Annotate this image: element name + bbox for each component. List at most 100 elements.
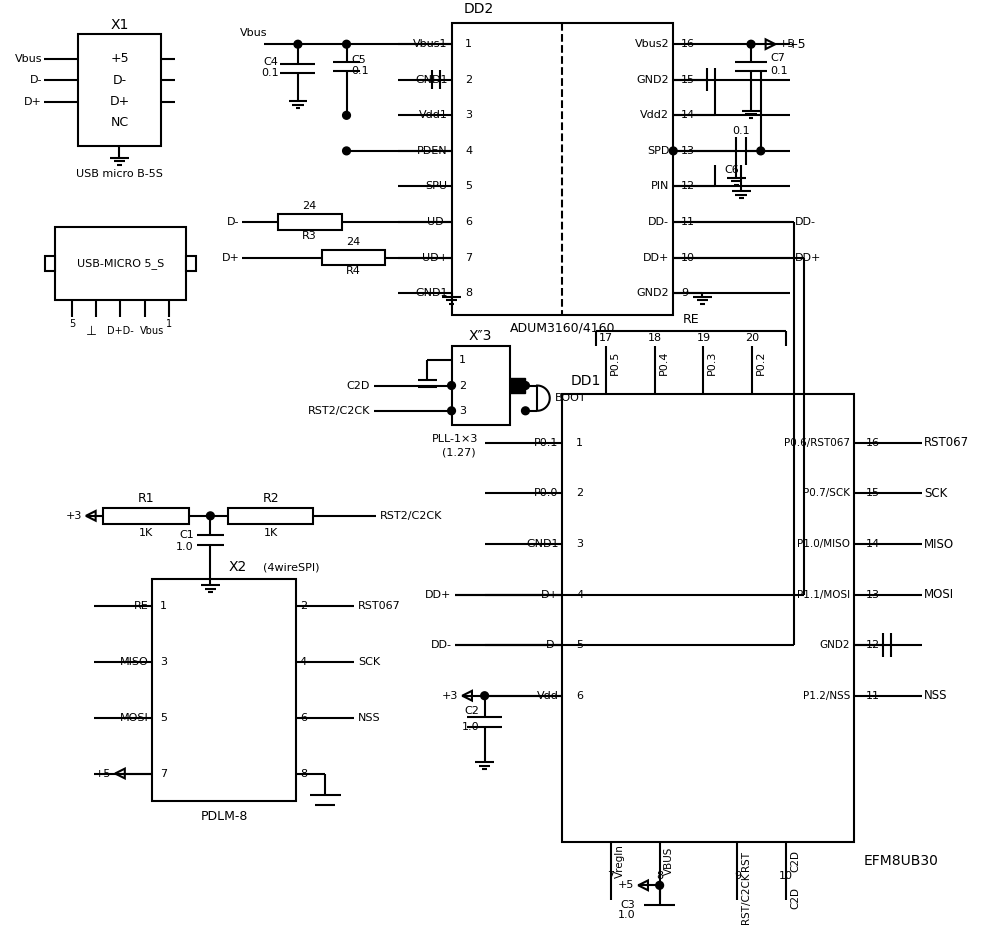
Circle shape (448, 407, 455, 414)
Text: 7: 7 (160, 768, 167, 779)
Bar (510, 377, 525, 393)
Text: PIN: PIN (651, 182, 669, 192)
Text: C2D: C2D (346, 380, 370, 390)
Text: 6: 6 (465, 217, 472, 227)
Text: +5: +5 (110, 52, 129, 65)
Text: 4: 4 (576, 590, 583, 600)
Text: C2D: C2D (790, 887, 800, 909)
Polygon shape (638, 881, 648, 890)
Text: P0.7/SCK: P0.7/SCK (803, 489, 850, 499)
Text: Vdd2: Vdd2 (640, 110, 669, 121)
Text: D-: D- (227, 217, 240, 227)
Text: C6: C6 (724, 165, 739, 175)
Text: D+D-: D+D- (107, 326, 134, 337)
Circle shape (343, 147, 350, 155)
Text: 1: 1 (160, 602, 167, 611)
Text: GND2: GND2 (820, 641, 850, 650)
Bar (228, 508, 313, 524)
Text: RST: RST (741, 851, 751, 871)
Text: 1: 1 (576, 438, 583, 448)
Text: 5: 5 (576, 641, 583, 650)
Text: BOOT: BOOT (555, 393, 586, 403)
Text: 9: 9 (681, 288, 688, 298)
Text: 18: 18 (648, 333, 662, 343)
Text: GND2: GND2 (637, 288, 669, 298)
Text: MISO: MISO (119, 657, 148, 667)
Circle shape (343, 40, 350, 48)
Polygon shape (766, 39, 775, 49)
Text: GND2: GND2 (637, 75, 669, 84)
Text: VBUS: VBUS (664, 847, 674, 875)
Text: 7: 7 (465, 252, 472, 262)
Bar (278, 214, 342, 230)
Text: 1K: 1K (139, 528, 153, 539)
Bar (152, 579, 296, 801)
Text: ⊥: ⊥ (86, 324, 97, 337)
Circle shape (343, 111, 350, 120)
Text: 24: 24 (302, 201, 317, 211)
Text: 15: 15 (681, 75, 695, 84)
Bar (45, 256, 55, 272)
Text: RE: RE (683, 313, 700, 326)
Text: (1.27): (1.27) (442, 448, 475, 458)
Text: Vbus: Vbus (140, 326, 164, 337)
Text: DD2: DD2 (463, 2, 493, 16)
Text: RE: RE (133, 602, 148, 611)
Text: MISO: MISO (924, 538, 954, 551)
Text: X2: X2 (229, 560, 247, 575)
Text: Vbus2: Vbus2 (635, 39, 669, 49)
Text: P1.2/NSS: P1.2/NSS (803, 691, 850, 701)
Text: 2: 2 (576, 489, 583, 499)
Text: 4: 4 (465, 146, 472, 156)
Text: 13: 13 (866, 590, 880, 600)
Text: P0.6/RST067: P0.6/RST067 (784, 438, 850, 448)
Circle shape (294, 40, 302, 48)
Text: D-: D- (30, 75, 42, 85)
Text: +5: +5 (779, 39, 796, 49)
Text: D+: D+ (222, 252, 240, 262)
Text: 10: 10 (681, 252, 695, 262)
Text: 5: 5 (69, 319, 75, 329)
Circle shape (522, 407, 529, 414)
Bar (103, 508, 189, 524)
Circle shape (656, 882, 664, 889)
Text: D+: D+ (109, 95, 130, 108)
Text: 12: 12 (866, 641, 880, 650)
Text: 4: 4 (300, 657, 307, 667)
Polygon shape (86, 511, 96, 521)
Text: DD1: DD1 (570, 374, 601, 387)
Text: 3: 3 (459, 406, 466, 416)
Text: NSS: NSS (358, 713, 381, 723)
Text: C3: C3 (621, 900, 635, 909)
Text: 1K: 1K (264, 528, 278, 539)
Text: MOSI: MOSI (924, 588, 954, 601)
Text: 2: 2 (459, 380, 466, 390)
Text: 19: 19 (696, 333, 710, 343)
Text: 12: 12 (681, 182, 695, 192)
Text: 14: 14 (866, 539, 880, 549)
Text: D+: D+ (541, 590, 559, 600)
Text: DD-: DD- (795, 217, 816, 227)
Text: 5: 5 (465, 182, 472, 192)
Text: GND1: GND1 (526, 539, 559, 549)
Text: PDEN: PDEN (417, 146, 448, 156)
Text: 7: 7 (607, 870, 615, 881)
Text: P0.3: P0.3 (707, 351, 717, 375)
Text: P0.2: P0.2 (756, 351, 766, 375)
Text: P0.5: P0.5 (610, 351, 620, 375)
Text: DD-: DD- (648, 217, 669, 227)
Text: PLL-1×3: PLL-1×3 (432, 434, 478, 444)
Text: 1.0: 1.0 (618, 909, 635, 920)
Text: C5: C5 (351, 55, 366, 65)
Bar (452, 23, 673, 314)
Text: +5: +5 (788, 38, 807, 51)
Text: USB-MICRO 5_S: USB-MICRO 5_S (77, 258, 164, 269)
Text: 6: 6 (576, 691, 583, 701)
Text: 10: 10 (779, 870, 793, 881)
Text: EFM8UB30: EFM8UB30 (864, 854, 939, 868)
Text: 1.0: 1.0 (462, 722, 480, 731)
Text: (4wireSPI): (4wireSPI) (263, 563, 319, 572)
Text: P0.4: P0.4 (659, 351, 669, 375)
Text: UD-: UD- (427, 217, 448, 227)
Text: +3: +3 (442, 691, 458, 701)
